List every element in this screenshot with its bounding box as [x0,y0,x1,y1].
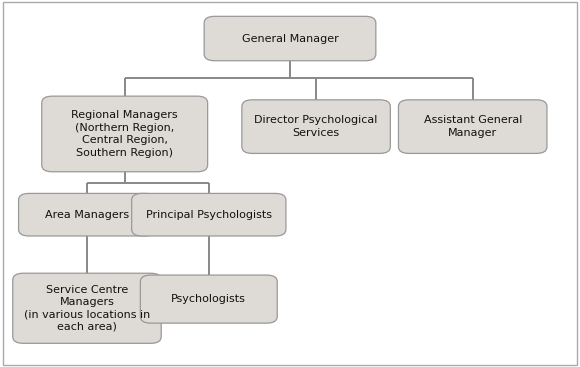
Text: Assistant General
Manager: Assistant General Manager [423,115,522,138]
Text: Principal Psychologists: Principal Psychologists [146,210,272,220]
Text: Psychologists: Psychologists [171,294,246,304]
Text: General Manager: General Manager [242,33,338,44]
FancyBboxPatch shape [242,100,390,153]
FancyBboxPatch shape [140,275,277,323]
FancyBboxPatch shape [204,17,376,61]
Text: Director Psychological
Services: Director Psychological Services [255,115,378,138]
Text: Regional Managers
(Northern Region,
Central Region,
Southern Region): Regional Managers (Northern Region, Cent… [71,110,178,157]
FancyBboxPatch shape [42,96,208,172]
Text: Area Managers: Area Managers [45,210,129,220]
FancyBboxPatch shape [132,193,286,236]
FancyBboxPatch shape [398,100,547,153]
FancyBboxPatch shape [13,273,161,344]
FancyBboxPatch shape [19,193,155,236]
Text: Service Centre
Managers
(in various locations in
each area): Service Centre Managers (in various loca… [24,285,150,332]
